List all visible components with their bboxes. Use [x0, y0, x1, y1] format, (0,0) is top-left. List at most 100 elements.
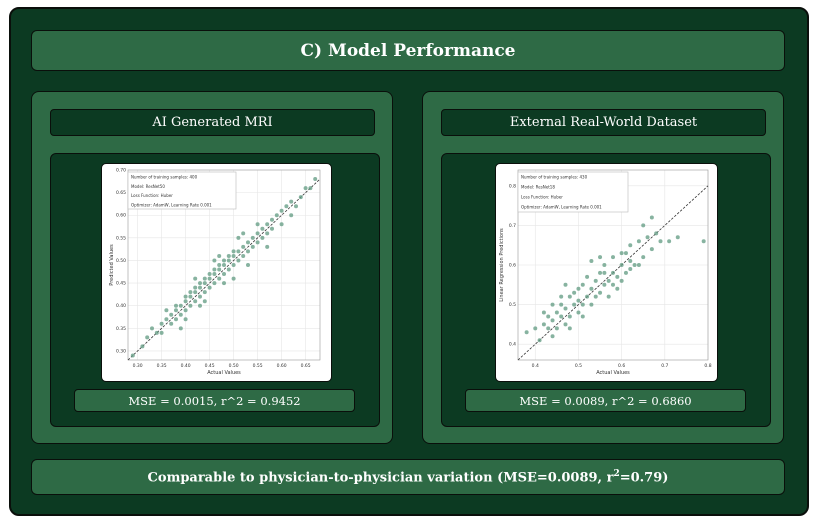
- panel-title-ai-generated: AI Generated MRI: [50, 109, 375, 136]
- data-point: [236, 235, 241, 240]
- plot-area-frame: [127, 169, 321, 361]
- data-point: [193, 285, 198, 290]
- data-point: [567, 294, 572, 299]
- data-point: [164, 308, 169, 313]
- data-point: [222, 263, 226, 267]
- x-tick-label: 0.45: [205, 363, 215, 369]
- footer-superscript: 2: [613, 468, 620, 479]
- data-point: [236, 249, 241, 254]
- data-point: [231, 249, 236, 254]
- data-point: [159, 321, 164, 326]
- data-point: [628, 266, 633, 271]
- y-tick-label: 0.55: [116, 235, 126, 241]
- data-point: [559, 294, 564, 299]
- data-point: [255, 231, 260, 236]
- data-point: [255, 240, 260, 245]
- data-point: [159, 330, 164, 335]
- y-tick-label: 0.6: [509, 263, 516, 269]
- data-point: [636, 263, 641, 267]
- data-point: [289, 199, 294, 204]
- data-point: [563, 322, 568, 327]
- data-point: [188, 290, 193, 295]
- legend-entry: Optimizer: AdamW, Learning Rate 0.001: [131, 202, 212, 207]
- data-point: [585, 274, 590, 279]
- data-point: [641, 255, 646, 260]
- y-tick-label: 0.7: [509, 223, 516, 229]
- data-point: [193, 276, 198, 281]
- scatter-plot-card-external: 0.4 0.5 0.6 0.7 0.8 0.4 0.5 0.6 0.7 0.8 Actual Val…: [495, 163, 718, 382]
- data-point: [619, 251, 624, 256]
- data-point: [313, 177, 318, 182]
- data-point: [550, 302, 555, 307]
- data-point: [202, 299, 207, 304]
- x-tick-label: 0.7: [661, 363, 668, 369]
- footer-prefix: Comparable to physician-to-physician var…: [147, 470, 614, 486]
- data-point: [636, 239, 641, 244]
- data-point: [541, 322, 546, 327]
- x-tick-label: 0.6: [618, 363, 625, 369]
- data-point: [580, 302, 585, 307]
- data-point: [270, 226, 274, 231]
- y-tick-label: 0.70: [116, 168, 126, 174]
- data-point: [576, 286, 581, 291]
- data-point: [645, 235, 650, 240]
- y-tick-label: 0.50: [116, 258, 126, 264]
- legend-box: [517, 171, 629, 213]
- data-point: [183, 317, 188, 322]
- data-point: [178, 326, 183, 331]
- data-point: [183, 294, 188, 299]
- data-point: [130, 353, 135, 358]
- data-point: [701, 239, 706, 244]
- data-point: [632, 263, 637, 267]
- data-point: [628, 243, 633, 248]
- data-point: [667, 239, 672, 244]
- y-tick-label: 0.30: [116, 348, 126, 354]
- data-point: [183, 308, 188, 313]
- data-point: [231, 276, 236, 281]
- y-axis-label: Linear Regression Predictions: [499, 228, 505, 302]
- data-point: [279, 208, 284, 213]
- legend-entry: Model: ResNet18: [521, 185, 555, 190]
- data-point: [236, 258, 241, 263]
- data-point: [202, 276, 207, 281]
- legend-entry: Loss Function: Huber: [521, 195, 563, 200]
- data-point: [140, 344, 145, 349]
- data-point: [303, 186, 308, 191]
- data-point: [246, 263, 250, 267]
- plot-frame-external: 0.4 0.5 0.6 0.7 0.8 0.4 0.5 0.6 0.7 0.8 Actual Val…: [441, 153, 771, 427]
- data-point: [274, 213, 279, 218]
- panel-ai-generated-mri: AI Generated MRI 0.30 0.35 0.40 0.45 0.50 0.5…: [31, 91, 393, 444]
- panel-external-dataset: External Real-World Dataset 0.4 0.5 0.6 0.7…: [422, 91, 784, 444]
- data-point: [308, 186, 313, 191]
- legend-entry: Model: ResNet50: [131, 184, 165, 189]
- data-point: [174, 317, 178, 322]
- data-point: [611, 270, 615, 275]
- scatter-plot-external: 0.4 0.5 0.6 0.7 0.8 0.4 0.5 0.6 0.7 0.8 Actual Val…: [499, 169, 712, 376]
- data-point: [641, 223, 646, 228]
- data-point: [554, 326, 559, 331]
- y-axis-label: Predicted Values: [109, 244, 115, 286]
- scatter-plot-card-ai-generated: 0.30 0.35 0.40 0.45 0.50 0.55 0.60 0.65 0.30 0.35…: [101, 163, 332, 382]
- metric-external-text: MSE = 0.0089, r^2 = 0.6860: [519, 393, 692, 408]
- data-point: [250, 244, 255, 249]
- x-tick-label: 0.60: [277, 363, 287, 369]
- data-point: [174, 303, 178, 308]
- legend-entry: Number of training samples: 400: [131, 175, 198, 180]
- data-point: [550, 334, 555, 339]
- data-point: [169, 312, 174, 317]
- x-tick-label: 0.50: [229, 363, 239, 369]
- data-point: [164, 317, 169, 322]
- y-tick-label: 0.60: [116, 213, 126, 219]
- data-point: [150, 326, 154, 331]
- data-point: [619, 278, 624, 283]
- data-point: [658, 239, 663, 244]
- data-point: [675, 235, 680, 240]
- page-title: C) Model Performance: [31, 30, 785, 71]
- data-point: [602, 270, 607, 275]
- data-point: [260, 235, 265, 240]
- comparison-footer: Comparable to physician-to-physician var…: [31, 459, 785, 495]
- y-tick-label: 0.40: [116, 303, 126, 309]
- data-point: [602, 282, 607, 287]
- data-point: [207, 276, 212, 281]
- data-point: [572, 302, 577, 307]
